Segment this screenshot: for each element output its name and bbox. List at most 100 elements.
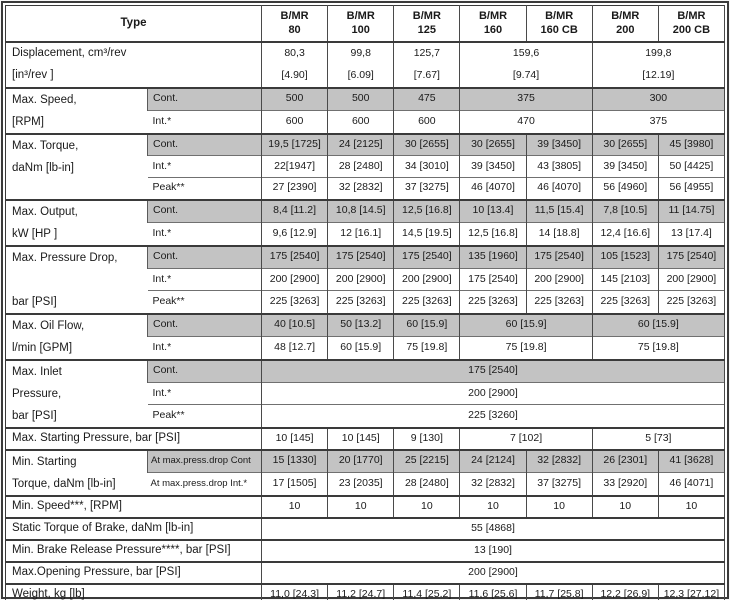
label-line: Max. Oil Flow, — [12, 319, 85, 332]
motor-spec-table: Type B/MR 80 B/MR 100 B/MR 125 B/MR 160 B/MR… — [5, 5, 726, 600]
row-label: Max. Starting Pressure, bar [PSI] — [5, 426, 262, 450]
value-cell: 159,6 — [459, 40, 593, 65]
value-cell: 145 [2103] — [591, 267, 659, 291]
row-label: Min. Brake Release Pressure****, bar [PS… — [5, 538, 262, 562]
row-min-starting-torque-cont: Min. Starting Torque, daNm [lb-in] At ma… — [5, 448, 726, 496]
value-cell: 34 [3010] — [393, 155, 461, 178]
value-cell: 225 [3260] — [261, 404, 725, 428]
condition-label: Int.* — [147, 155, 262, 178]
condition-label: Peak** — [147, 404, 262, 428]
row-min-starting-torque-int: At max.press.drop Int.* 17 [1505] 23 [20… — [6, 472, 726, 496]
value-cell: 10 [145] — [327, 426, 395, 450]
value-cell: 175 [2540] — [657, 244, 726, 269]
value-cell: 12,5 [16.8] — [459, 222, 527, 246]
value-cell: 125,7 — [393, 40, 461, 65]
header-row: Type B/MR 80 B/MR 100 B/MR 125 B/MR 160 B/MR… — [6, 5, 726, 42]
series-label: B/MR — [545, 9, 574, 22]
value-cell: 10 — [591, 494, 659, 518]
value-cell: 200 [2900] — [261, 381, 725, 405]
series-label: B/MR — [478, 9, 508, 22]
value-cell: 10 — [327, 494, 395, 518]
model-label: 160 — [483, 24, 503, 37]
row-label: [in³/rev ] — [12, 69, 54, 82]
column-header-200cb: B/MR 200 CB — [657, 5, 726, 42]
value-cell: [7.67] — [393, 64, 461, 88]
value-cell: 40 [10.5] — [260, 312, 329, 337]
value-cell: 225 [3263] — [459, 290, 527, 314]
value-cell: 37 [3275] — [393, 177, 461, 200]
row-max-torque-peak: Peak** 27 [2390] 32 [2832] 37 [3275] 46 … — [6, 177, 726, 200]
value-cell: 39 [3450] — [525, 132, 593, 156]
label-line: [RPM] — [12, 115, 44, 128]
value-cell: 24 [2125] — [327, 132, 395, 156]
value-cell: 199,8 — [591, 40, 726, 65]
series-label: B/MR — [412, 9, 441, 22]
label-line: Max. Inlet — [12, 365, 62, 378]
label-line: bar [PSI] — [12, 409, 57, 422]
value-cell: 43 [3805] — [525, 155, 593, 178]
model-label: 80 — [288, 24, 301, 37]
value-cell: [12.19] — [591, 64, 726, 88]
row-displacement-imperial: [in³/rev ] [4.90] [6.09] [7.67] [9.74] [… — [6, 64, 726, 88]
value-cell: 600 — [327, 110, 395, 134]
value-cell: 45 [3980] — [657, 132, 726, 156]
model-label: 125 — [417, 24, 437, 37]
value-cell: 375 — [459, 86, 593, 111]
label-line: kW [HP ] — [12, 227, 58, 240]
value-cell: 11,0 [24.3] — [260, 582, 329, 600]
series-label: B/MR — [677, 9, 706, 22]
row-label: Max. Torque, daNm [lb-in] — [5, 132, 148, 200]
label-line: Min. Starting — [12, 455, 77, 468]
condition-label: Peak** — [147, 290, 262, 314]
value-cell: 175 [2540] — [525, 244, 593, 269]
condition-label: Int.* — [147, 381, 262, 405]
condition-label: Cont. — [147, 244, 262, 269]
value-cell: 15 [1330] — [260, 448, 329, 473]
value-cell: 200 [2900] — [261, 560, 725, 584]
value-cell: [6.09] — [327, 64, 395, 88]
value-cell: 200 [2900] — [525, 267, 593, 291]
value-cell: 500 — [327, 86, 395, 111]
value-cell: 46 [4071] — [657, 472, 726, 496]
column-header-100: B/MR 100 — [327, 5, 395, 42]
condition-label: At max.press.drop Int.* — [147, 472, 262, 496]
value-cell: 175 [2540] — [459, 267, 527, 291]
value-cell: 12,3 [27.12] — [657, 582, 726, 600]
value-cell: 14,5 [19.5] — [393, 222, 461, 246]
value-cell: 46 [4070] — [525, 177, 593, 200]
condition-label: Cont. — [147, 132, 262, 156]
row-max-speed-cont: Max. Speed, [RPM] Cont. 500 500 475 375 … — [5, 86, 726, 134]
row-max-pressure-drop-cont: Max. Pressure Drop, bar [PSI] Cont. 175 … — [5, 244, 726, 314]
row-label: Displacement, cm³/rev — [5, 40, 262, 65]
condition-label: Int.* — [147, 336, 262, 360]
value-cell: 175 [2540] — [327, 244, 395, 269]
value-cell: 11,7 [25.8] — [525, 582, 593, 600]
condition-label: Peak** — [147, 177, 262, 200]
value-cell: 11,5 [15.4] — [525, 198, 593, 223]
value-cell: 375 — [591, 110, 726, 134]
value-cell: 48 [12.7] — [260, 336, 329, 360]
value-cell: 46 [4070] — [459, 177, 527, 200]
value-cell: 11 [14.75] — [657, 198, 726, 223]
value-cell: 50 [4425] — [657, 155, 726, 178]
label-line: Max. Speed, — [12, 93, 77, 106]
type-header: Type — [120, 16, 147, 29]
row-max-output-cont: Max. Output, kW [HP ] Cont. 8,4 [11.2] 1… — [5, 198, 726, 246]
row-label: Static Torque of Brake, daNm [lb-in] — [5, 516, 262, 540]
value-cell: 60 [15.9] — [393, 312, 461, 337]
value-cell: 200 [2900] — [393, 267, 461, 291]
value-cell: 225 [3263] — [591, 290, 659, 314]
value-cell: 10 [13.4] — [459, 198, 527, 223]
value-cell: 600 — [393, 110, 461, 134]
label-line: daNm [lb-in] — [12, 161, 74, 174]
model-label: 100 — [351, 24, 370, 37]
column-header-200: B/MR 200 — [591, 5, 659, 42]
value-cell: 225 [3263] — [393, 290, 461, 314]
value-cell: 300 — [591, 86, 726, 111]
label-line: Max. Pressure Drop, — [12, 251, 118, 264]
value-cell: 60 [15.9] — [459, 312, 593, 337]
row-max-inlet-pressure-int: Int.* 200 [2900] — [6, 381, 725, 405]
condition-label: Int.* — [147, 110, 262, 134]
value-cell: 200 [2900] — [327, 267, 395, 291]
row-weight: Weight, kg [lb] 11,0 [24.3] 11,2 [24.7] … — [5, 582, 726, 600]
